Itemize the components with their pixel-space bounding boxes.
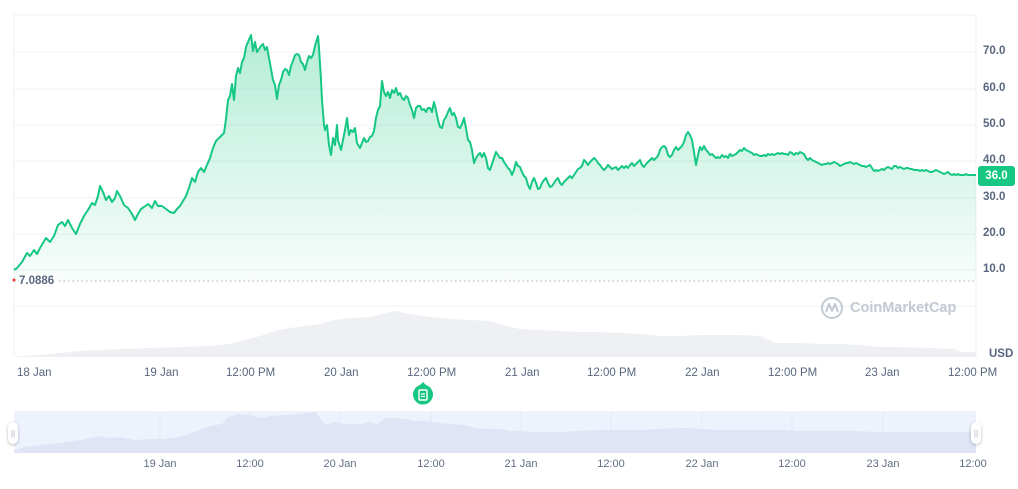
y-tick: 70.0 bbox=[983, 45, 1006, 57]
y-tick: 40.0 bbox=[983, 154, 1006, 166]
x-tick: 20 Jan bbox=[324, 367, 359, 379]
y-tick: 60.0 bbox=[983, 82, 1006, 94]
navigator-tick: 12:00 bbox=[778, 458, 806, 470]
x-tick: 19 Jan bbox=[144, 367, 179, 379]
start-price-label: 7.0886 bbox=[19, 275, 58, 287]
x-tick: 12:00 PM bbox=[768, 367, 818, 379]
coinmarketcap-logo-icon bbox=[821, 297, 843, 319]
price-line bbox=[13, 34, 976, 271]
x-tick: 12:00 PM bbox=[226, 367, 276, 379]
navigator-tick: 19 Jan bbox=[143, 458, 177, 470]
x-tick: 12:00 PM bbox=[948, 367, 998, 379]
navigator-tick: 21 Jan bbox=[504, 458, 538, 470]
y-tick: 50.0 bbox=[983, 118, 1006, 130]
start-point-marker bbox=[12, 278, 16, 282]
navigator-area bbox=[14, 412, 976, 453]
current-price-tag: 36.0 bbox=[978, 166, 1015, 186]
navigator-tick: 12:00 bbox=[236, 458, 264, 470]
x-tick: 22 Jan bbox=[685, 367, 720, 379]
x-tick: 18 Jan bbox=[17, 367, 52, 379]
navigator-tick: 12:00 bbox=[597, 458, 625, 470]
navigator-left-handle[interactable]: || bbox=[8, 422, 18, 444]
watermark-text: CoinMarketCap bbox=[850, 300, 957, 316]
x-tick: 12:00 PM bbox=[407, 367, 457, 379]
coinmarketcap-watermark: CoinMarketCap bbox=[820, 296, 956, 320]
navigator-tick: 22 Jan bbox=[685, 458, 719, 470]
x-tick: 21 Jan bbox=[505, 367, 540, 379]
navigator-tick: 23 Jan bbox=[866, 458, 900, 470]
navigator-tick: 12:00 bbox=[417, 458, 445, 470]
y-tick: 20.0 bbox=[983, 227, 1006, 239]
volume-bars bbox=[14, 311, 976, 357]
y-tick: 30.0 bbox=[983, 191, 1006, 203]
navigator-tick: 20 Jan bbox=[323, 458, 357, 470]
y-tick: 10.0 bbox=[983, 263, 1006, 275]
news-event-marker[interactable] bbox=[411, 382, 435, 408]
x-tick: 23 Jan bbox=[865, 367, 900, 379]
currency-label: USD bbox=[989, 348, 1014, 360]
x-tick: 12:00 PM bbox=[587, 367, 637, 379]
navigator-right-handle[interactable]: || bbox=[971, 422, 981, 444]
document-icon bbox=[418, 389, 428, 401]
navigator-tick: 12:00 bbox=[959, 458, 987, 470]
